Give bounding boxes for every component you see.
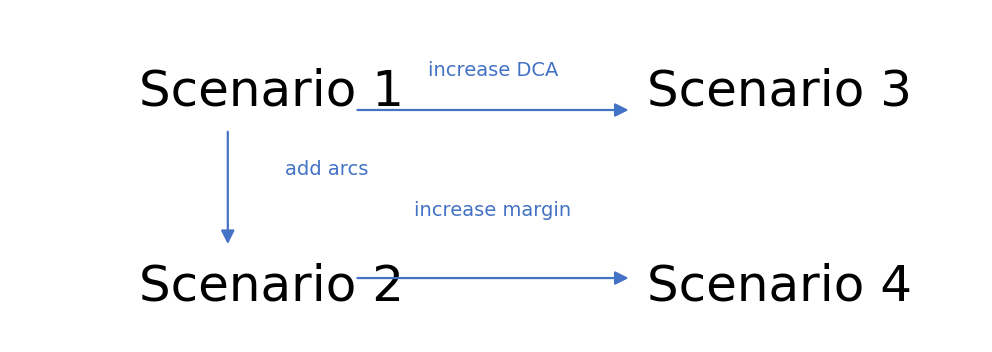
Text: Scenario 2: Scenario 2	[139, 262, 405, 310]
Text: increase DCA: increase DCA	[428, 61, 558, 80]
Text: increase margin: increase margin	[415, 201, 571, 220]
Text: Scenario 4: Scenario 4	[647, 262, 912, 310]
Text: add arcs: add arcs	[286, 160, 369, 179]
Text: Scenario 3: Scenario 3	[647, 67, 912, 115]
Text: Scenario 1: Scenario 1	[139, 67, 405, 115]
